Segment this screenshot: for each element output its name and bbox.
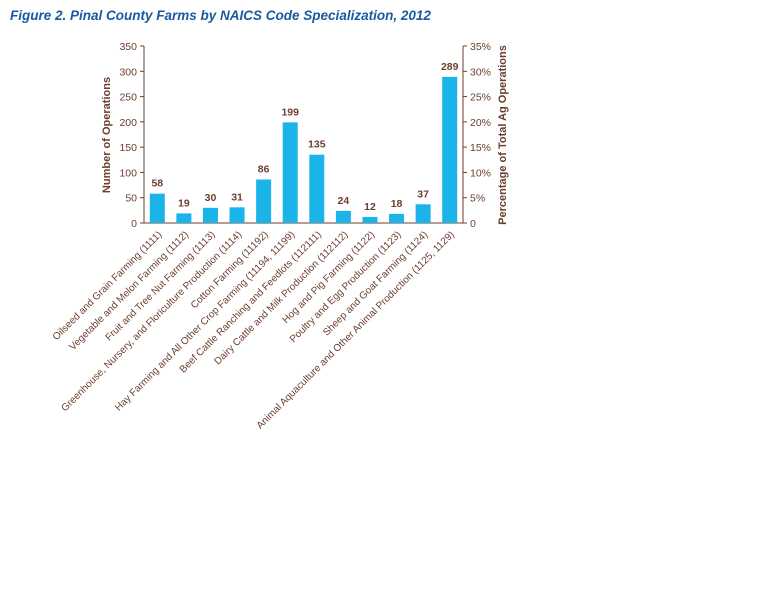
bar xyxy=(176,213,192,223)
y2-tick-label: 35% xyxy=(470,41,491,53)
bar xyxy=(362,216,378,223)
y-tick-label: 100 xyxy=(119,167,137,179)
bar xyxy=(202,207,218,223)
y-tick-label: 250 xyxy=(119,92,137,104)
y-tick-label: 200 xyxy=(119,117,137,129)
chart-title: Figure 2. Pinal County Farms by NAICS Co… xyxy=(10,8,431,23)
y2-tick-label: 30% xyxy=(470,66,491,78)
y2-axis-label: Percentage of Total Ag Operations xyxy=(497,45,509,225)
category-label: Vegetable and Melon Farming (1112) xyxy=(68,229,191,352)
y-tick-label: 350 xyxy=(119,41,137,53)
bar xyxy=(256,179,272,223)
y-tick-label: 0 xyxy=(131,218,137,230)
bar-value-label: 58 xyxy=(151,178,163,190)
bar-value-label: 135 xyxy=(308,139,326,151)
bar-value-label: 19 xyxy=(178,197,190,209)
bar-value-label: 86 xyxy=(258,164,270,176)
y-tick-label: 300 xyxy=(119,66,137,78)
bar-value-label: 12 xyxy=(364,201,376,213)
bar xyxy=(149,193,165,223)
bar-value-label: 30 xyxy=(205,192,217,204)
y2-tick-label: 5% xyxy=(470,193,485,205)
bar xyxy=(415,204,431,223)
y2-tick-label: 0 xyxy=(470,218,476,230)
bar xyxy=(282,122,298,223)
y-axis-label: Number of Operations xyxy=(101,77,113,193)
y2-tick-label: 15% xyxy=(470,142,491,154)
bar xyxy=(389,213,405,223)
category-label: Greenhouse, Nursery, and Floriculture Pr… xyxy=(60,229,245,414)
bar xyxy=(335,210,351,223)
bar-value-label: 18 xyxy=(391,198,403,210)
bar-value-label: 24 xyxy=(338,195,350,207)
y2-tick-label: 25% xyxy=(470,92,491,104)
bar-value-label: 37 xyxy=(417,188,429,200)
y-tick-label: 50 xyxy=(125,193,137,205)
bar-value-label: 289 xyxy=(441,61,459,73)
y-tick-label: 150 xyxy=(119,142,137,154)
bar-value-label: 31 xyxy=(231,191,243,203)
bar xyxy=(442,76,458,223)
bar xyxy=(309,154,325,223)
y2-tick-label: 20% xyxy=(470,117,491,129)
bar-value-label: 199 xyxy=(281,106,299,118)
y2-tick-label: 10% xyxy=(470,167,491,179)
bar xyxy=(229,207,245,223)
